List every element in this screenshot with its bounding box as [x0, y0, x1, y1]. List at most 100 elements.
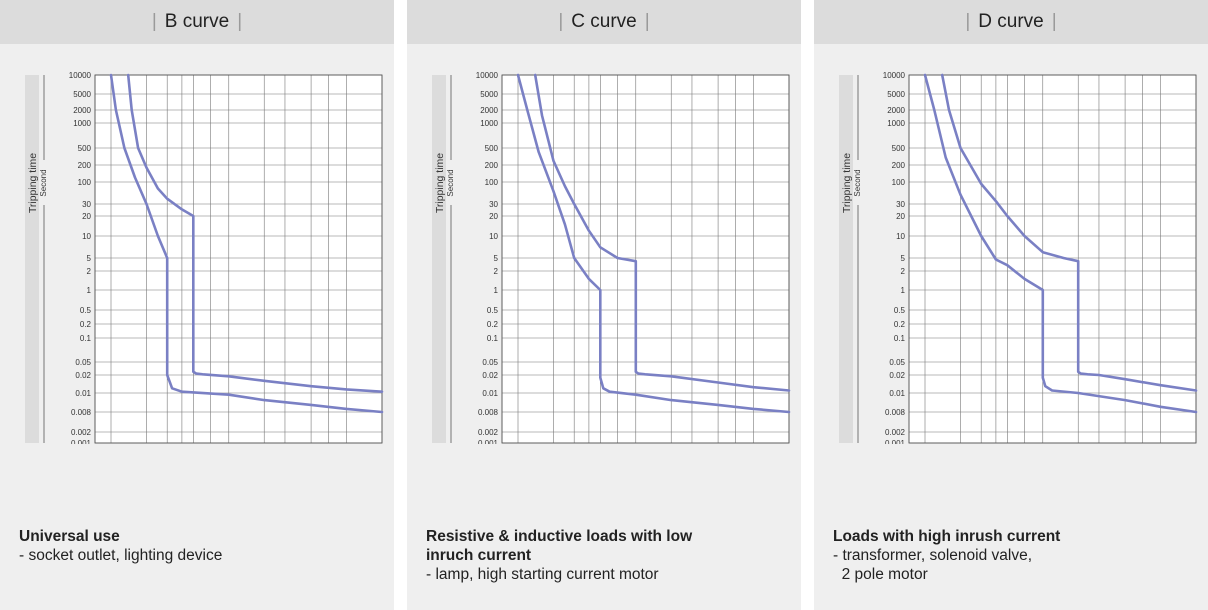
panel-header: | B curve |	[0, 0, 394, 44]
y-axis-label: Tripping time	[27, 153, 39, 213]
y-axis-label: Tripping time	[841, 153, 853, 213]
y-tick-label: 200	[78, 161, 92, 170]
y-tick-label: 100	[892, 178, 906, 187]
trip-curve-series-1	[923, 73, 1198, 414]
y-tick-label: 0.002	[885, 428, 906, 437]
y-tick-label: 20	[82, 212, 91, 221]
trip-curve-series-2	[126, 73, 384, 394]
c-curve-panel: | C curve | Tripping time Second 10000 5000…	[407, 0, 801, 610]
y-tick-label: 30	[489, 200, 498, 209]
trip-curve-series-1	[109, 73, 384, 414]
panel-title: C curve	[571, 11, 637, 32]
trip-curve-series-2	[533, 73, 791, 392]
y-tick-label: 0.1	[894, 334, 906, 343]
y-tick-label: 10000	[69, 71, 92, 80]
y-tick-label: 0.2	[80, 320, 92, 329]
b-curve-panel: | B curve | Tripping time Second 10000 5000…	[0, 0, 394, 610]
panel-title: D curve	[978, 11, 1044, 32]
panel-description: Loads with high inrush current - transfo…	[833, 527, 1193, 584]
y-tick-label: 100	[485, 178, 499, 187]
trip-curve-chart: Tripping time Second 10000 5000 2000 1000 500 2…	[432, 71, 791, 444]
trip-curve-chart: Tripping time Second 10000 5000 2000 1000 500 2…	[25, 71, 384, 444]
y-tick-label: 0.01	[889, 389, 905, 398]
y-tick-label: 500	[892, 144, 906, 153]
y-tick-label: 500	[485, 144, 499, 153]
panel-description: Resistive & inductive loads with low inr…	[426, 527, 786, 584]
y-tick-label: 0.05	[889, 358, 905, 367]
y-tick-label: 0.01	[482, 389, 498, 398]
y-tick-label: 0.5	[487, 306, 499, 315]
y-tick-label: 0.02	[889, 371, 905, 380]
y-tick-label: 10	[489, 232, 498, 241]
y-tick-label: 5	[901, 254, 906, 263]
y-axis-unit: Second	[446, 169, 455, 196]
y-tick-label: 0.02	[75, 371, 91, 380]
y-axis-unit: Second	[39, 169, 48, 196]
y-tick-label: 0.01	[75, 389, 91, 398]
y-tick-label: 0.008	[478, 408, 499, 417]
y-tick-label: 200	[892, 161, 906, 170]
description-detail-line: - lamp, high starting current motor	[426, 566, 659, 583]
trip-curve-series-2	[940, 73, 1198, 392]
y-tick-label: 30	[82, 200, 91, 209]
y-tick-label: 1000	[480, 119, 498, 128]
description-title: Loads with high inrush current	[833, 527, 1193, 546]
y-axis-label: Tripping time	[434, 153, 446, 213]
y-tick-label: 2000	[480, 106, 498, 115]
y-tick-label: 200	[485, 161, 499, 170]
y-tick-label: 5000	[73, 90, 91, 99]
y-tick-label: 2000	[887, 106, 905, 115]
description-title-line: inruch current	[426, 547, 532, 564]
y-tick-label: 1	[87, 286, 92, 295]
y-label-bar	[432, 75, 446, 443]
y-tick-label: 30	[896, 200, 905, 209]
y-tick-label: 5000	[480, 90, 498, 99]
y-tick-label: 20	[489, 212, 498, 221]
y-tick-label: 0.001	[71, 439, 92, 444]
description-detail-line: - socket outlet, lighting device	[19, 547, 223, 564]
description-title-line: Universal use	[19, 528, 120, 545]
y-tick-label: 2	[494, 267, 499, 276]
y-tick-label: 0.008	[71, 408, 92, 417]
y-tick-label: 1	[494, 286, 499, 295]
y-tick-label: 0.05	[482, 358, 498, 367]
y-tick-label: 0.1	[487, 334, 499, 343]
y-label-bar	[839, 75, 853, 443]
header-divider-right: |	[237, 11, 243, 32]
y-tick-label: 20	[896, 212, 905, 221]
trip-curve-chart: Tripping time Second 10000 5000 2000 1000 500 2…	[839, 71, 1198, 444]
y-tick-label: 0.002	[478, 428, 499, 437]
header-divider-left: |	[558, 11, 564, 32]
y-tick-label: 10000	[883, 71, 906, 80]
y-tick-label: 500	[78, 144, 92, 153]
panel-header: | C curve |	[407, 0, 801, 44]
description-title-line: Loads with high inrush current	[833, 528, 1061, 545]
y-tick-label: 0.008	[885, 408, 906, 417]
y-tick-label: 0.001	[478, 439, 499, 444]
y-tick-label: 5000	[887, 90, 905, 99]
y-tick-label: 0.05	[75, 358, 91, 367]
y-tick-label: 1000	[887, 119, 905, 128]
header-divider-right: |	[644, 11, 650, 32]
y-tick-label: 10	[82, 232, 91, 241]
y-axis-unit: Second	[853, 169, 862, 196]
y-tick-label: 0.2	[487, 320, 499, 329]
y-label-bar	[25, 75, 39, 443]
description-detail-line: 2 pole motor	[833, 566, 928, 583]
header-divider-left: |	[965, 11, 971, 32]
y-tick-label: 0.001	[885, 439, 906, 444]
y-tick-label: 2	[901, 267, 906, 276]
y-tick-label: 0.2	[894, 320, 906, 329]
y-tick-label: 1000	[73, 119, 91, 128]
y-tick-label: 2000	[73, 106, 91, 115]
y-tick-label: 2	[87, 267, 92, 276]
y-tick-label: 0.02	[482, 371, 498, 380]
trip-curve-series-1	[516, 73, 791, 414]
panel-description: Universal use - socket outlet, lighting …	[19, 527, 379, 565]
panel-header: | D curve |	[814, 0, 1208, 44]
description-title-line: Resistive & inductive loads with low	[426, 528, 693, 545]
y-tick-label: 0.1	[80, 334, 92, 343]
description-detail-line: - transformer, solenoid valve,	[833, 547, 1033, 564]
header-divider-right: |	[1051, 11, 1057, 32]
y-tick-label: 5	[87, 254, 92, 263]
